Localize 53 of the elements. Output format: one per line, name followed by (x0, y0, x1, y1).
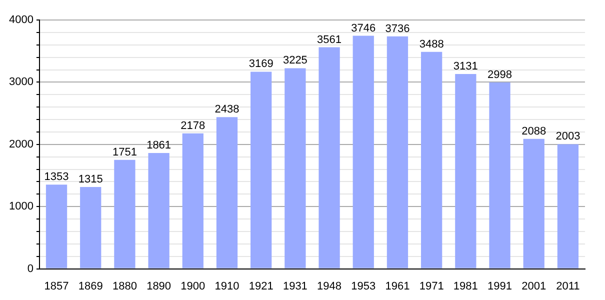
x-tick-label: 1953 (351, 280, 376, 292)
y-tick-label: 1000 (8, 200, 34, 213)
x-tick-label: 1981 (453, 280, 478, 292)
x-tick-label: 2011 (556, 280, 580, 292)
x-tick-label: 1921 (248, 280, 274, 292)
x-tick-label: 1910 (214, 280, 240, 292)
x-tick-label: 1961 (385, 280, 410, 292)
data-label: 3746 (351, 22, 376, 34)
bar (148, 153, 170, 268)
data-label: 1751 (112, 146, 137, 158)
data-label: 3736 (385, 22, 410, 35)
bar (114, 160, 136, 268)
y-tick-label: 2000 (8, 138, 34, 150)
x-tick-label: 1869 (78, 280, 103, 292)
data-label: 3488 (419, 38, 444, 50)
bar (523, 138, 544, 268)
bar (250, 72, 272, 268)
data-label: 2998 (488, 68, 512, 81)
data-label: 2438 (214, 104, 240, 116)
data-label: 2003 (556, 130, 580, 143)
data-label: 3561 (317, 34, 342, 46)
bar (386, 36, 408, 268)
x-tick-label: 1857 (44, 280, 69, 292)
bar (352, 36, 374, 268)
x-tick-label: 1890 (146, 280, 172, 292)
data-label: 2178 (180, 120, 206, 132)
bar (557, 144, 579, 268)
x-tick-label: 1900 (180, 280, 206, 292)
bar (284, 68, 306, 268)
x-tick-label: 1880 (112, 280, 137, 292)
bar (182, 133, 204, 268)
data-label: 3225 (282, 54, 308, 67)
bar (455, 74, 476, 268)
data-label: 3169 (248, 58, 274, 70)
y-tick-label: 4000 (8, 14, 34, 26)
data-label: 2088 (522, 125, 546, 138)
x-tick-label: 1931 (282, 280, 308, 292)
x-tick-label: 2001 (522, 280, 546, 292)
data-label: 1861 (146, 140, 172, 152)
bar (421, 52, 442, 268)
data-label: 1315 (78, 174, 103, 186)
data-label: 1353 (44, 171, 69, 184)
x-tick-label: 1948 (317, 280, 342, 292)
bar (46, 184, 68, 268)
x-tick-label: 1991 (488, 280, 512, 292)
bar (80, 187, 102, 268)
y-tick-label: 0 (27, 262, 34, 275)
bar (216, 117, 238, 268)
data-label: 3131 (453, 60, 478, 73)
y-tick-label: 3000 (8, 76, 34, 88)
bar (318, 47, 340, 268)
bar (489, 82, 510, 268)
x-tick-label: 1971 (419, 280, 444, 292)
